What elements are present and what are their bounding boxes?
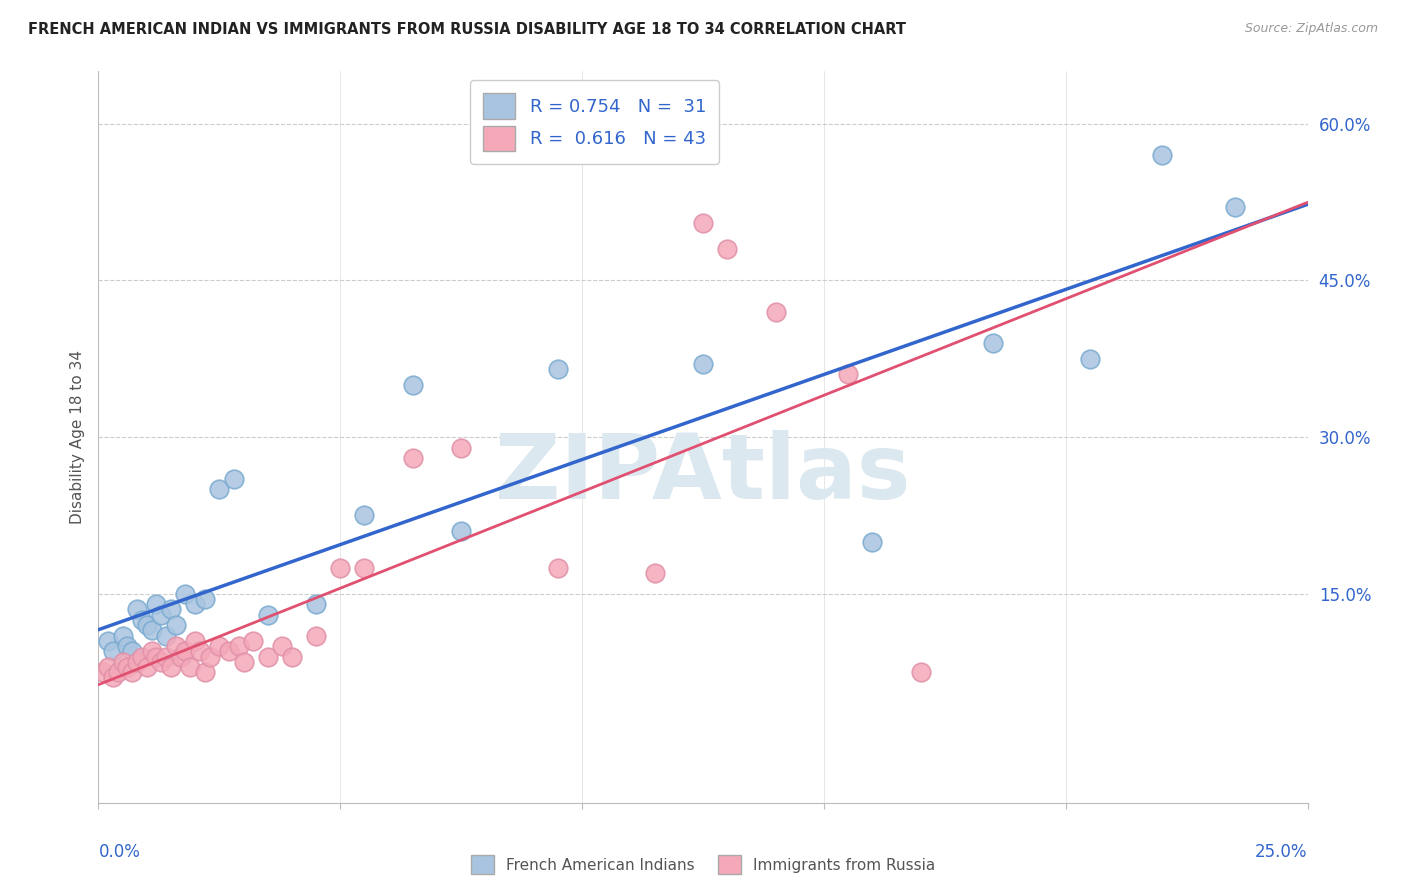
Point — [242, 633, 264, 648]
Point — [1152, 148, 1174, 162]
Point — [117, 639, 139, 653]
Text: Source: ZipAtlas.com: Source: ZipAtlas.com — [1244, 22, 1378, 36]
Point — [644, 566, 666, 580]
Point — [169, 649, 191, 664]
Point — [547, 560, 569, 574]
Point — [145, 597, 167, 611]
Point — [117, 660, 139, 674]
Point — [692, 216, 714, 230]
Point — [981, 336, 1004, 351]
Point — [860, 534, 883, 549]
Point — [165, 618, 187, 632]
Legend: R = 0.754   N =  31, R =  0.616   N = 43: R = 0.754 N = 31, R = 0.616 N = 43 — [470, 80, 718, 164]
Point — [910, 665, 932, 680]
Point — [281, 649, 304, 664]
Point — [121, 644, 143, 658]
Point — [179, 660, 201, 674]
Point — [184, 597, 207, 611]
Point — [194, 665, 217, 680]
Point — [208, 483, 231, 497]
Point — [165, 639, 187, 653]
Point — [91, 665, 114, 680]
Point — [1223, 200, 1246, 214]
Text: 25.0%: 25.0% — [1256, 843, 1308, 861]
Point — [765, 304, 787, 318]
Point — [692, 357, 714, 371]
Point — [160, 660, 183, 674]
Point — [1078, 351, 1101, 366]
Point — [101, 670, 124, 684]
Point — [198, 649, 221, 664]
Point — [97, 633, 120, 648]
Point — [174, 644, 197, 658]
Point — [131, 613, 153, 627]
Point — [155, 629, 177, 643]
Point — [155, 649, 177, 664]
Point — [194, 592, 217, 607]
Point — [107, 665, 129, 680]
Point — [218, 644, 240, 658]
Point — [131, 649, 153, 664]
Legend: French American Indians, Immigrants from Russia: French American Indians, Immigrants from… — [465, 849, 941, 880]
Point — [256, 649, 278, 664]
Point — [111, 629, 134, 643]
Point — [305, 597, 328, 611]
Point — [232, 655, 254, 669]
Point — [837, 368, 859, 382]
Point — [141, 644, 163, 658]
Point — [145, 649, 167, 664]
Point — [121, 665, 143, 680]
Point — [228, 639, 250, 653]
Point — [402, 377, 425, 392]
Point — [271, 639, 294, 653]
Point — [135, 660, 157, 674]
Point — [150, 607, 173, 622]
Point — [127, 655, 149, 669]
Point — [208, 639, 231, 653]
Point — [174, 587, 197, 601]
Point — [188, 644, 211, 658]
Text: 0.0%: 0.0% — [98, 843, 141, 861]
Point — [184, 633, 207, 648]
Point — [141, 624, 163, 638]
Point — [101, 644, 124, 658]
Text: ZIPAtlas: ZIPAtlas — [495, 430, 911, 517]
Point — [135, 618, 157, 632]
Point — [716, 242, 738, 256]
Point — [305, 629, 328, 643]
Point — [160, 602, 183, 616]
Point — [402, 450, 425, 465]
Point — [353, 560, 375, 574]
Y-axis label: Disability Age 18 to 34: Disability Age 18 to 34 — [69, 350, 84, 524]
Point — [111, 655, 134, 669]
Point — [150, 655, 173, 669]
Text: FRENCH AMERICAN INDIAN VS IMMIGRANTS FROM RUSSIA DISABILITY AGE 18 TO 34 CORRELA: FRENCH AMERICAN INDIAN VS IMMIGRANTS FRO… — [28, 22, 905, 37]
Point — [97, 660, 120, 674]
Point — [256, 607, 278, 622]
Point — [450, 524, 472, 538]
Point — [127, 602, 149, 616]
Point — [353, 508, 375, 523]
Point — [547, 362, 569, 376]
Point — [450, 441, 472, 455]
Point — [329, 560, 352, 574]
Point — [222, 472, 245, 486]
